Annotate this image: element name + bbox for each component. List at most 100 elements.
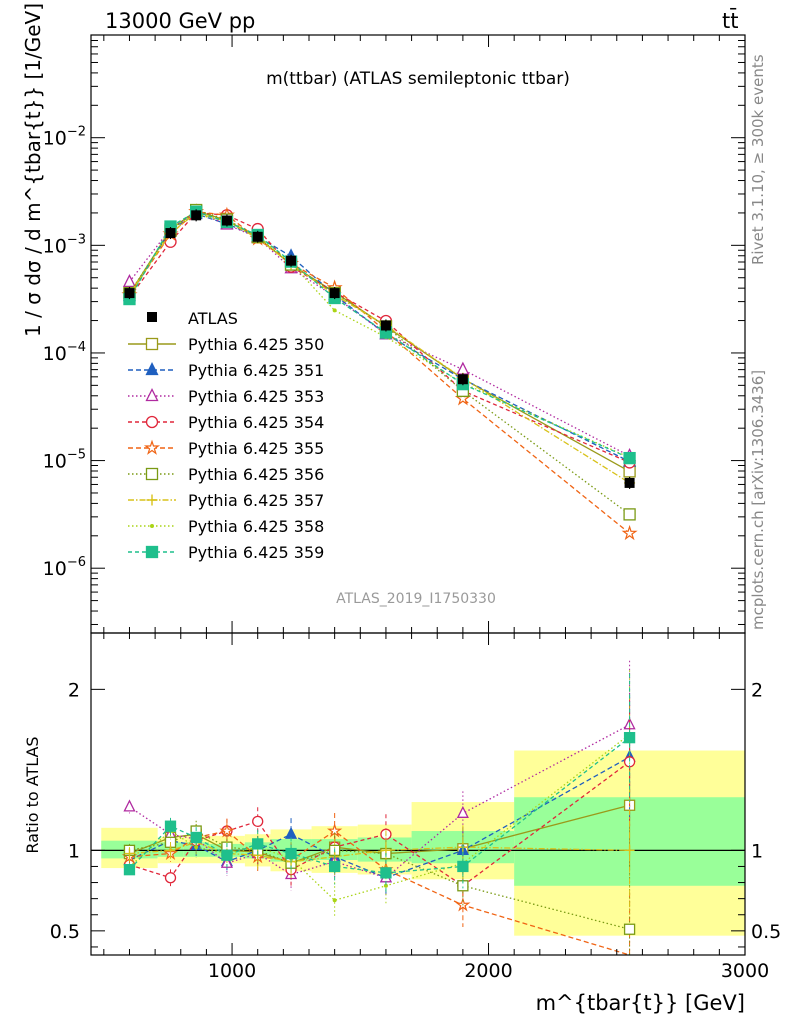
y-tick-exponent: −3 (67, 232, 86, 247)
marker (190, 831, 202, 844)
marker (145, 362, 159, 376)
marker (623, 451, 636, 465)
marker (145, 467, 159, 481)
series-atlas (124, 209, 635, 489)
series-line-main (128, 209, 630, 515)
marker (146, 494, 158, 506)
marker (252, 815, 264, 828)
atlas-marker (124, 288, 135, 299)
atlas-marker (221, 215, 232, 226)
atlas-marker (457, 374, 468, 385)
marker (122, 273, 137, 288)
marker (164, 872, 177, 884)
y-tick-exponent: −6 (67, 555, 86, 570)
marker (145, 388, 159, 402)
legend-entry: Pythia 6.425 355 (128, 439, 324, 458)
marker (621, 524, 638, 541)
legend-label: ATLAS (188, 309, 238, 328)
legend-label: Pythia 6.425 353 (188, 387, 324, 406)
legend-marker (147, 312, 157, 322)
marker (145, 545, 159, 559)
series-line-ratio (129, 830, 630, 930)
y-tick-label: 10−6 (43, 555, 86, 580)
marker (145, 415, 159, 429)
axes-layer (90, 34, 746, 956)
legend-entry-atlas: ATLAS (147, 309, 238, 328)
series-line-main (128, 213, 630, 459)
ratio-tick-label-right: 1 (751, 840, 763, 862)
y-tick-label: 10−3 (43, 232, 86, 257)
series-line-ratio (129, 756, 630, 879)
y-tick-label: 10−5 (43, 448, 86, 473)
marker (221, 849, 233, 861)
atlas-marker (252, 231, 263, 242)
ratio-tick-label-right: 2 (751, 679, 763, 701)
ratio-tick-label: 1 (68, 840, 80, 862)
series-layer (121, 203, 638, 956)
legend-label: Pythia 6.425 355 (188, 439, 324, 458)
atlas-marker (624, 477, 635, 488)
y-axis-label-ratio: Ratio to ATLAS (23, 736, 42, 853)
legend-entry: Pythia 6.425 359 (128, 543, 324, 562)
marker (623, 508, 636, 521)
marker (456, 805, 469, 818)
atlas-marker (286, 255, 297, 266)
ratio-tick-label-right: 0.5 (751, 921, 781, 943)
legend-entry: Pythia 6.425 351 (128, 361, 324, 380)
y-tick-label: 10−4 (43, 340, 86, 365)
marker (332, 898, 337, 903)
x-tick-label: 1000 (208, 960, 256, 982)
legend-label: Pythia 6.425 357 (188, 491, 324, 510)
atlas-marker (165, 228, 176, 239)
marker (164, 820, 177, 832)
series-line-main (128, 211, 630, 459)
legend-label: Pythia 6.425 350 (188, 335, 324, 354)
ratio-tick-label: 0.5 (50, 921, 80, 943)
ratio-panel-frame (90, 632, 746, 956)
series-line-main (128, 212, 630, 484)
legend-entry: Pythia 6.425 353 (128, 387, 324, 406)
series-line-ratio (129, 804, 630, 864)
legend-entry: Pythia 6.425 356 (128, 465, 324, 484)
atlas-marker (329, 288, 340, 299)
marker (123, 799, 136, 812)
marker (145, 337, 159, 351)
series-line-ratio (129, 761, 630, 887)
tick-labels: 1000 2000 3000 10−6 10−5 10−4 10−3 10−2 0.5 0.5 1 1… (43, 125, 782, 982)
rivet-version-label: Rivet 3.1.10, ≥ 300k events (749, 54, 767, 265)
x-tick-label: 3000 (721, 960, 769, 982)
marker (150, 524, 154, 528)
atlas-marker (191, 210, 202, 221)
marker (456, 361, 470, 375)
marker (285, 847, 297, 860)
marker (194, 845, 199, 850)
marker (124, 848, 135, 859)
marker (623, 923, 636, 935)
legend-entry: Pythia 6.425 357 (128, 491, 324, 510)
y-tick-exponent: −4 (67, 340, 86, 355)
analysis-watermark: ATLAS_2019_I1750330 (336, 591, 496, 607)
y-tick-label: 10−2 (43, 125, 86, 150)
legend-label: Pythia 6.425 351 (188, 361, 324, 380)
marker (165, 845, 176, 856)
y-tick-exponent: −2 (67, 125, 86, 140)
legend-label: Pythia 6.425 358 (188, 517, 324, 536)
plot-title: m(ttbar) (ATLAS semileptonic ttbar) (266, 69, 570, 89)
marker (383, 883, 388, 888)
marker (624, 845, 635, 856)
marker (380, 867, 392, 879)
marker (252, 838, 264, 850)
y-tick-exponent: −5 (67, 448, 86, 463)
marker (623, 732, 636, 744)
legend-label: Pythia 6.425 354 (188, 413, 324, 432)
legend-label: Pythia 6.425 359 (188, 543, 324, 562)
x-tick-label: 2000 (464, 960, 512, 982)
marker (457, 860, 469, 873)
series-line-ratio (128, 737, 630, 874)
process-label: tt̄ (722, 8, 738, 33)
legend-entry: Pythia 6.425 354 (128, 413, 324, 432)
legend-entry: Pythia 6.425 350 (128, 335, 324, 354)
collision-label: 13000 GeV pp (105, 9, 255, 33)
atlas-marker (380, 320, 391, 331)
